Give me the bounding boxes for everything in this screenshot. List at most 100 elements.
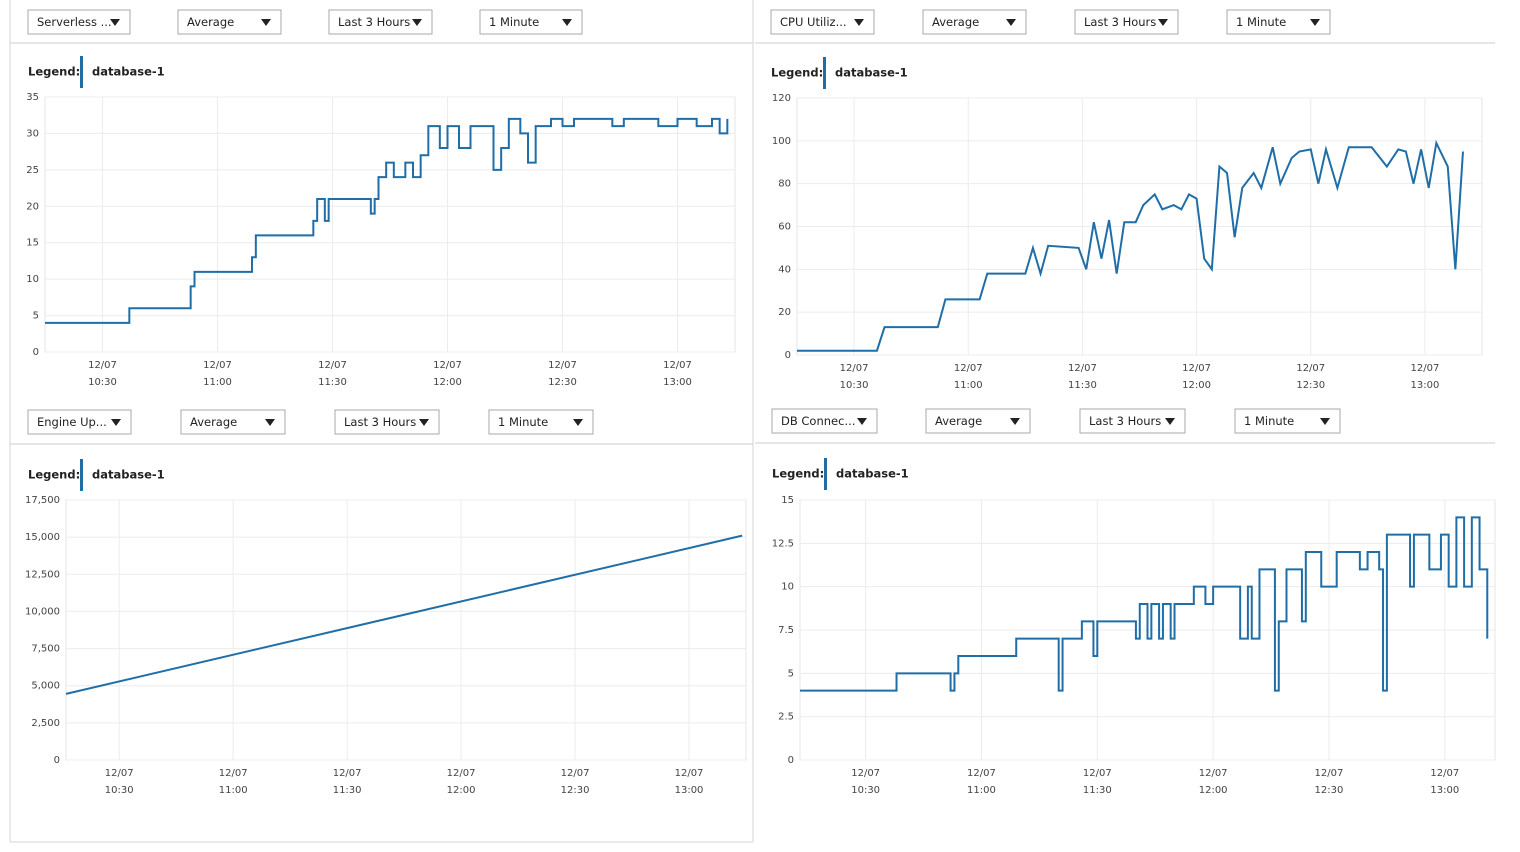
x-tick-label: 12/07 12:30	[1296, 363, 1325, 391]
dropdown-label[interactable]: Average	[190, 415, 237, 429]
dropdown-label[interactable]: CPU Utiliz...	[780, 15, 847, 29]
y-tick-label: 80	[778, 179, 791, 190]
dropdown-label[interactable]: Average	[935, 414, 982, 428]
x-tick-label: 12/07 11:00	[203, 360, 232, 388]
legend-label: database-1	[92, 65, 165, 79]
x-tick-label: 12/07 11:30	[318, 360, 347, 388]
dropdown-label[interactable]: Average	[187, 15, 234, 29]
x-tick-label: 12/07 10:30	[851, 768, 880, 796]
x-tick-label: 12/07 13:00	[663, 360, 692, 388]
y-tick-label: 25	[26, 165, 39, 176]
legend-swatch	[80, 459, 83, 491]
y-tick-label: 12.5	[772, 538, 794, 549]
dropdown-arrow[interactable]	[110, 19, 120, 26]
x-tick-label: 12/07 11:00	[219, 768, 248, 796]
dropdown-label[interactable]: Average	[932, 15, 979, 29]
y-tick-label: 0	[785, 350, 791, 361]
dropdown-arrow[interactable]	[419, 419, 429, 426]
y-tick-label: 10	[781, 582, 794, 593]
x-tick-label: 12/07 13:00	[675, 768, 704, 796]
y-tick-label: 0	[788, 755, 794, 766]
x-tick-label: 12/07 11:00	[954, 363, 983, 391]
y-tick-label: 12,500	[25, 569, 60, 580]
dropdown-arrow[interactable]	[1010, 418, 1020, 425]
dropdown-arrow[interactable]	[854, 19, 864, 26]
x-tick-label: 12/07 10:30	[105, 768, 134, 796]
y-tick-label: 0	[33, 347, 39, 358]
x-tick-label: 12/07 12:30	[561, 768, 590, 796]
x-tick-label: 12/07 10:30	[840, 363, 869, 391]
legend-label: database-1	[836, 467, 909, 481]
x-tick-label: 12/07 11:30	[1068, 363, 1097, 391]
legend-title: Legend:	[28, 468, 80, 482]
y-tick-label: 60	[778, 222, 791, 233]
plot-area	[65, 499, 747, 761]
x-tick-label: 12/07 12:00	[433, 360, 462, 388]
y-tick-label: 2.5	[778, 712, 794, 723]
plot-area	[44, 96, 736, 353]
x-tick-label: 12/07 12:00	[1199, 768, 1228, 796]
dropdown-label[interactable]: 1 Minute	[1236, 15, 1286, 29]
dropdown-arrow[interactable]	[261, 19, 271, 26]
y-tick-label: 2,500	[31, 718, 60, 729]
dropdown-label[interactable]: 1 Minute	[489, 15, 539, 29]
y-tick-label: 5	[33, 311, 39, 322]
y-tick-label: 30	[26, 128, 39, 139]
x-tick-label: 12/07 11:30	[1083, 768, 1112, 796]
dropdown-arrow[interactable]	[1006, 19, 1016, 26]
y-tick-label: 7,500	[31, 644, 60, 655]
x-tick-label: 12/07 12:30	[1315, 768, 1344, 796]
dropdown-label[interactable]: Engine Up...	[37, 415, 107, 429]
dropdown-arrow[interactable]	[111, 419, 121, 426]
y-tick-label: 5	[788, 668, 794, 679]
series-line	[797, 139, 1464, 352]
dropdown-arrow[interactable]	[1165, 418, 1175, 425]
y-tick-label: 35	[26, 92, 39, 103]
legend-title: Legend:	[28, 65, 80, 79]
y-tick-label: 15,000	[25, 532, 60, 543]
x-tick-label: 12/07 10:30	[88, 360, 117, 388]
dropdown-label[interactable]: 1 Minute	[498, 415, 548, 429]
dropdown-arrow[interactable]	[562, 19, 572, 26]
dropdown-label[interactable]: 1 Minute	[1244, 414, 1294, 428]
y-tick-label: 0	[54, 755, 60, 766]
y-tick-label: 120	[772, 93, 791, 104]
dropdown-label[interactable]: Last 3 Hours	[338, 15, 410, 29]
dropdown-label[interactable]: DB Connec...	[781, 414, 855, 428]
x-tick-label: 12/07 11:30	[333, 768, 362, 796]
dropdown-label[interactable]: Serverless ...	[37, 15, 112, 29]
y-tick-label: 40	[778, 264, 791, 275]
y-tick-label: 10	[26, 274, 39, 285]
y-tick-label: 20	[778, 307, 791, 318]
dropdown-arrow[interactable]	[1320, 418, 1330, 425]
dropdown-arrow[interactable]	[573, 419, 583, 426]
dropdown-arrow[interactable]	[265, 419, 275, 426]
legend-label: database-1	[835, 66, 908, 80]
dropdown-arrow[interactable]	[1158, 19, 1168, 26]
series-line	[65, 534, 743, 695]
y-tick-label: 15	[781, 495, 794, 506]
dropdown-label[interactable]: Last 3 Hours	[1084, 15, 1156, 29]
y-tick-label: 15	[26, 238, 39, 249]
y-tick-label: 5,000	[31, 681, 60, 692]
x-tick-label: 12/07 13:00	[1411, 363, 1440, 391]
y-tick-label: 100	[772, 136, 791, 147]
dropdown-arrow[interactable]	[412, 19, 422, 26]
legend-title: Legend:	[771, 66, 823, 80]
dropdown[interactable]	[479, 9, 583, 35]
dropdown-label[interactable]: Last 3 Hours	[1089, 414, 1161, 428]
dropdown-arrow[interactable]	[857, 418, 867, 425]
y-tick-label: 10,000	[25, 606, 60, 617]
dropdown[interactable]	[328, 9, 433, 35]
dropdown-label[interactable]: Last 3 Hours	[344, 415, 416, 429]
y-tick-label: 20	[26, 201, 39, 212]
dropdown-arrow[interactable]	[1310, 19, 1320, 26]
x-tick-label: 12/07 11:00	[967, 768, 996, 796]
x-tick-label: 12/07 12:30	[548, 360, 577, 388]
y-tick-label: 17,500	[25, 495, 60, 506]
legend-swatch	[80, 56, 83, 88]
legend-swatch	[824, 458, 827, 490]
y-tick-label: 7.5	[778, 625, 794, 636]
legend-label: database-1	[92, 468, 165, 482]
